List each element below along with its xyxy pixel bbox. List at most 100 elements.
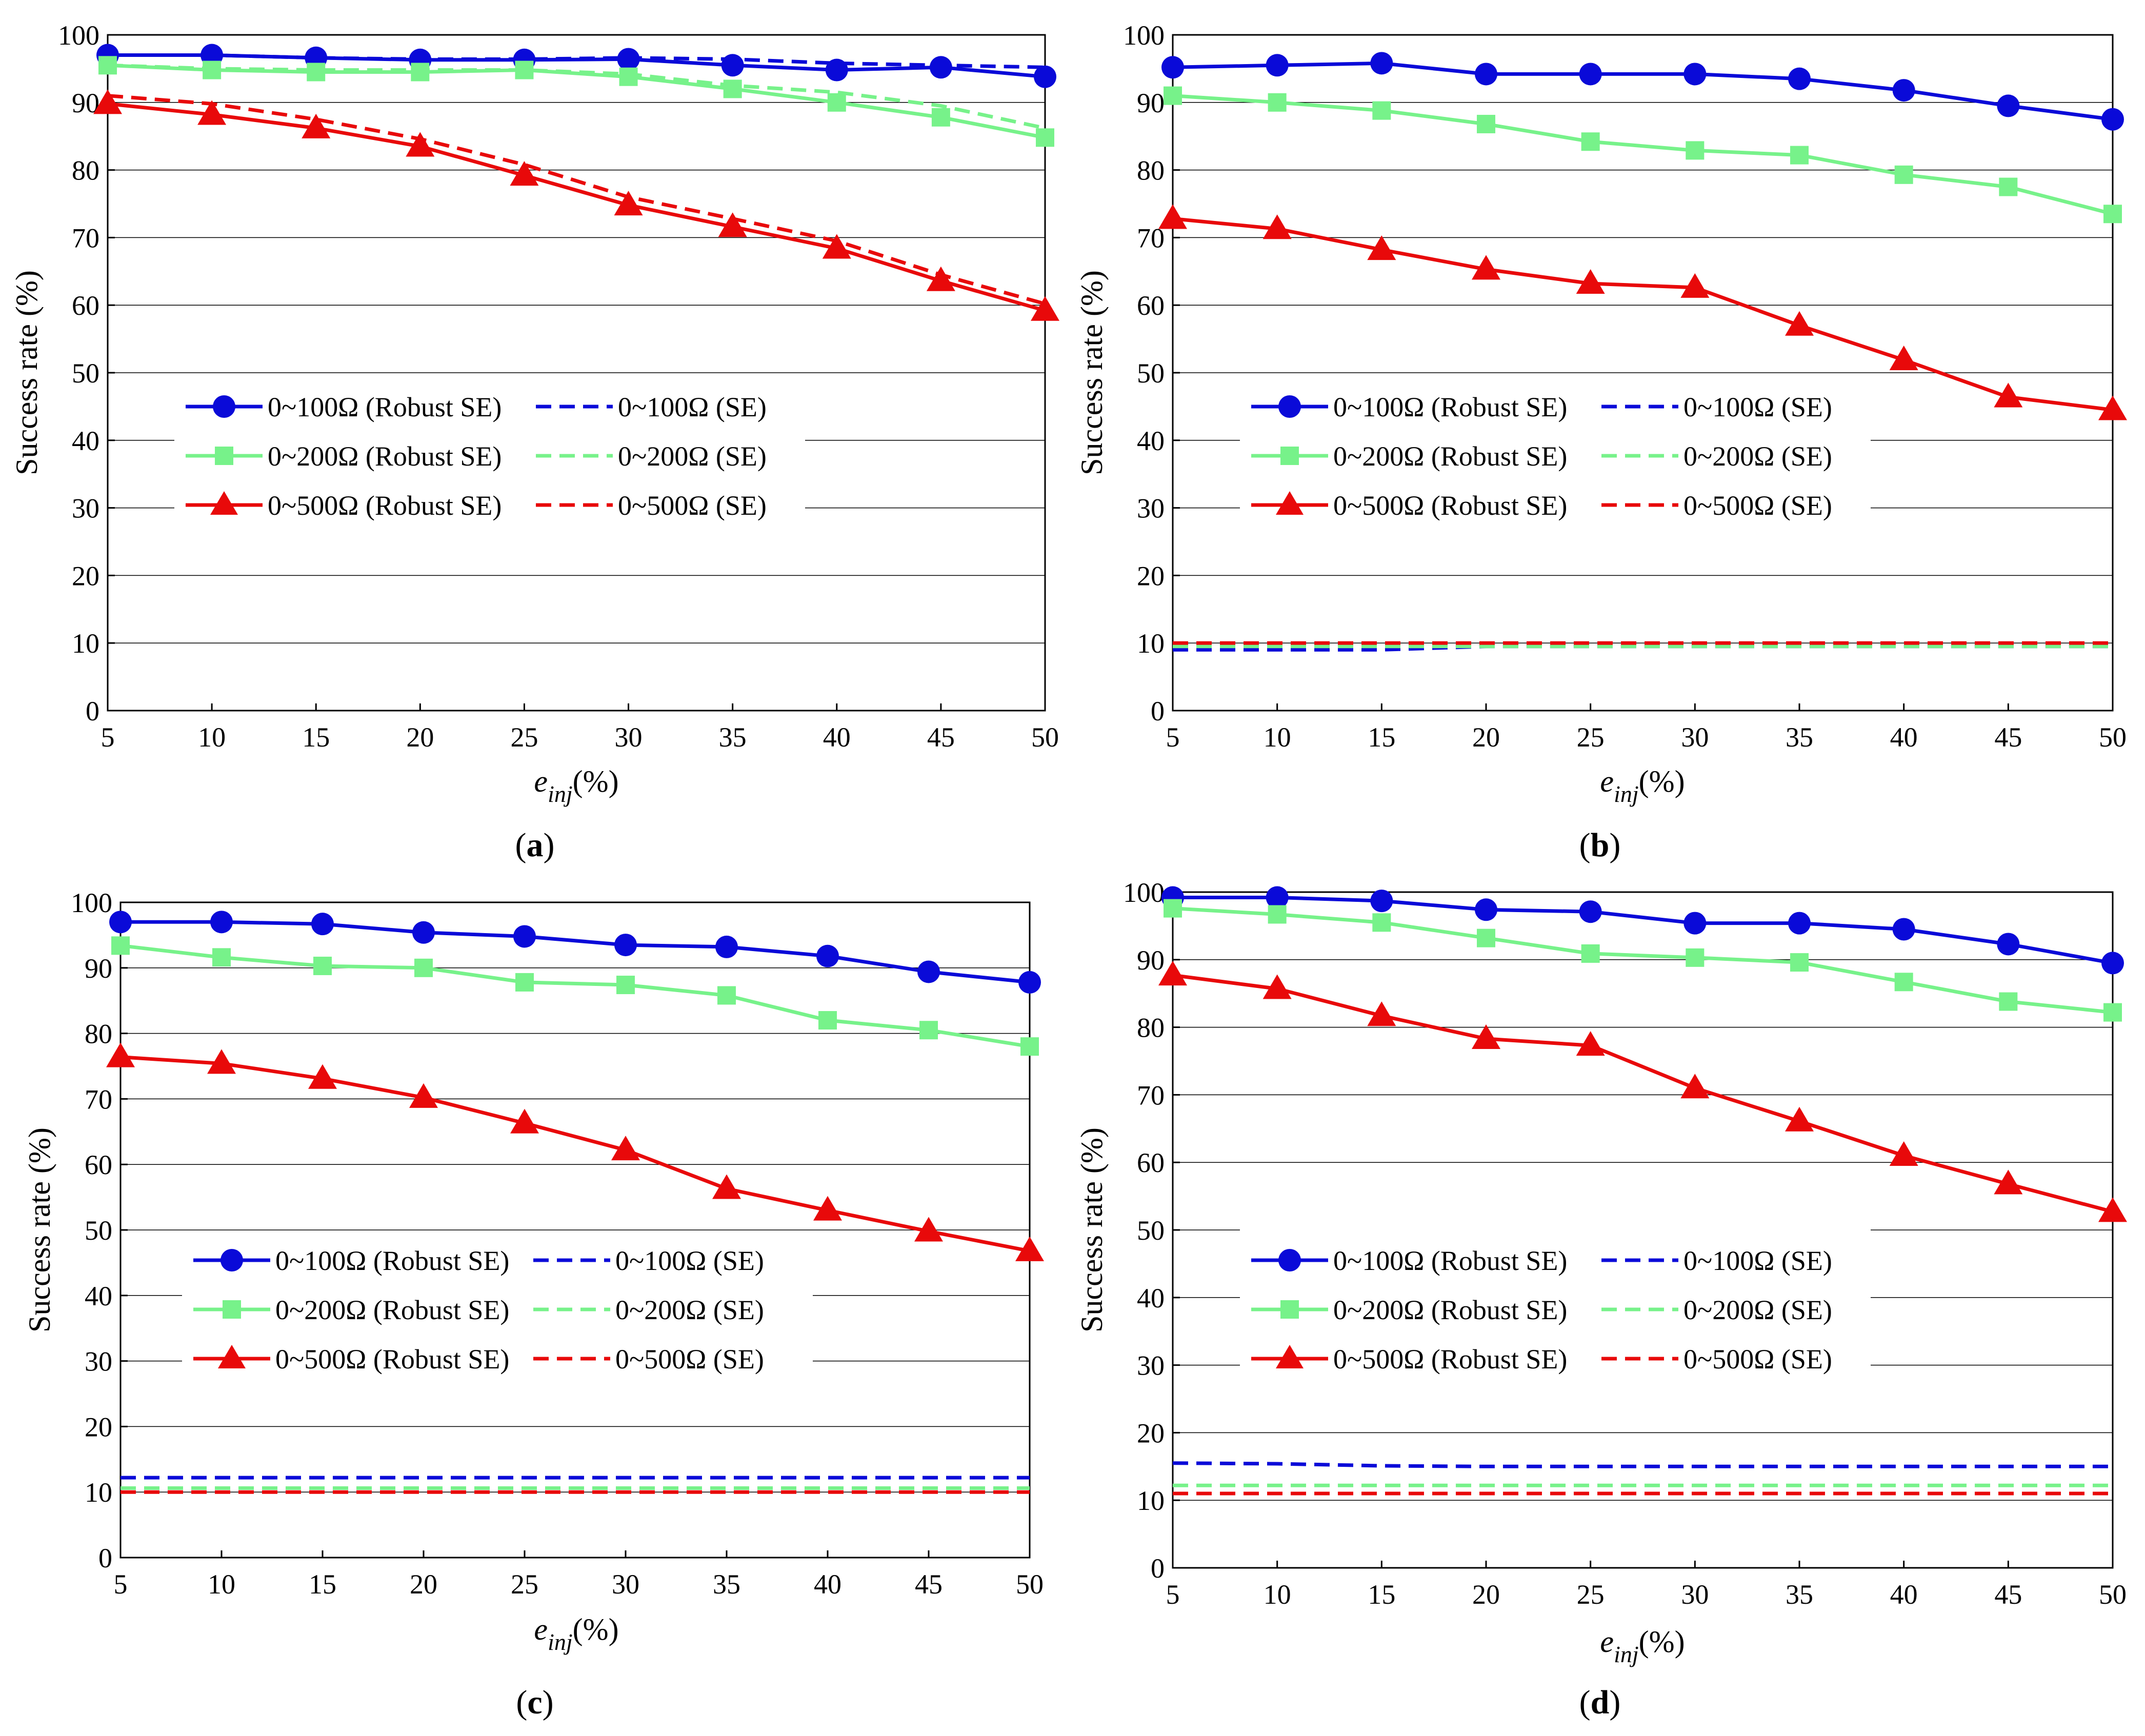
legend-label-robust-200: 0~200Ω (Robust SE) (1333, 1295, 1567, 1325)
data-point (931, 108, 950, 127)
y-tick-label: 100 (58, 20, 99, 51)
data-point (1036, 128, 1054, 147)
data-point (1997, 933, 2020, 956)
x-tick-label: 20 (1472, 722, 1500, 753)
y-tick-label: 10 (1137, 628, 1165, 659)
y-tick-label: 30 (1137, 493, 1165, 524)
data-point (1161, 56, 1184, 79)
x-tick-label: 35 (719, 722, 747, 753)
x-tick-label: 5 (101, 722, 115, 753)
data-point (1576, 269, 1605, 294)
y-axis-label-b: Success rate (%) (1075, 270, 1109, 475)
y-tick-label: 20 (1137, 560, 1165, 591)
data-point (1266, 886, 1289, 909)
data-point (1475, 63, 1497, 86)
legend-label-robust-200: 0~200Ω (Robust SE) (1333, 441, 1567, 472)
y-axis-label-c: Success rate (%) (23, 1127, 56, 1333)
data-point (1680, 273, 1710, 298)
legend-label-se-500: 0~500Ω (SE) (618, 490, 767, 521)
data-point (619, 67, 638, 86)
data-point (414, 958, 433, 977)
data-point (1268, 93, 1287, 112)
data-point (616, 976, 635, 995)
panel-a: 5 10 15 20 25 30 35 40 45 50 01020304050607080901… (10, 20, 1059, 864)
data-point (210, 911, 233, 934)
data-point (207, 1049, 236, 1074)
y-tick-label: 100 (1123, 20, 1165, 51)
data-point (510, 161, 539, 186)
data-point (929, 56, 952, 79)
legend-d: 0~100Ω (Robust SE) 0~100Ω (SE) 0~200Ω (R… (1240, 1229, 1871, 1383)
y-tick-label: 30 (85, 1346, 112, 1377)
x-tick-label: 15 (302, 722, 330, 753)
legend-marker-triangle (1276, 1345, 1304, 1368)
data-point (197, 100, 227, 125)
y-axis-label-a: Success rate (%) (10, 270, 44, 475)
y-tick-label: 50 (85, 1215, 112, 1246)
x-tick-labels-c: 5 10 15 20 25 30 35 40 45 50 (114, 1569, 1044, 1600)
data-point (917, 960, 940, 983)
legend-label-robust-100: 0~100Ω (Robust SE) (275, 1245, 509, 1276)
data-point (825, 58, 848, 82)
data-point (1680, 1074, 1710, 1099)
data-point (109, 911, 132, 934)
y-tick-label: 50 (1137, 1215, 1165, 1246)
legend-a: 0~100Ω (Robust SE) 0~100Ω (SE) 0~200Ω (R… (174, 374, 805, 528)
legend-marker-circle (1278, 1249, 1301, 1271)
legend-label-robust-500: 0~500Ω (Robust SE) (1333, 1344, 1567, 1375)
x-tick-label: 40 (823, 722, 851, 753)
y-tick-labels-d: 0 10 20 30 40 50 60 70 80 90 100 (1123, 877, 1165, 1584)
caption-c: (c) (516, 1684, 553, 1721)
y-tick-label: 60 (85, 1149, 112, 1180)
y-tick-label: 80 (1137, 1013, 1165, 1043)
legend-marker-circle (220, 1249, 243, 1271)
data-point (1031, 296, 1059, 321)
y-tick-label: 100 (1123, 877, 1165, 908)
data-point (1994, 382, 2023, 408)
series-line (107, 94, 1046, 306)
legend-marker-triangle (210, 491, 238, 515)
data-point (1472, 255, 1500, 280)
data-point (1164, 899, 1182, 918)
legend-label-se-500: 0~500Ω (SE) (615, 1344, 764, 1375)
data-point (1018, 971, 1041, 994)
data-point (313, 956, 332, 975)
data-point (1475, 898, 1497, 921)
series-line (1172, 1461, 2113, 1468)
x-tick-label: 35 (713, 1569, 740, 1600)
data-point (827, 93, 846, 112)
y-tick-label: 0 (98, 1543, 112, 1573)
x-tick-label: 20 (406, 722, 434, 753)
y-tick-label: 60 (1137, 290, 1165, 321)
data-point (1372, 101, 1391, 120)
legend-marker-square (223, 1300, 241, 1319)
x-tick-label: 45 (1994, 722, 2022, 753)
legend-marker-triangle (218, 1345, 246, 1368)
x-tick-label: 5 (1166, 722, 1180, 753)
x-tick-label: 50 (1031, 722, 1059, 753)
data-point (1158, 961, 1187, 986)
caption-a: (a) (515, 826, 555, 864)
x-tick-label: 35 (1786, 1579, 1813, 1610)
data-point (1015, 1236, 1044, 1261)
data-point (1576, 1031, 1605, 1056)
x-tick-label: 15 (1368, 1579, 1395, 1610)
legend-label-robust-200: 0~200Ω (Robust SE) (275, 1295, 509, 1325)
legend-marker-circle (1278, 395, 1301, 418)
data-point (614, 191, 643, 216)
y-tick-label: 100 (71, 887, 112, 918)
data-point (822, 234, 851, 259)
data-point (715, 935, 738, 958)
data-point (1367, 1001, 1396, 1026)
x-tick-label: 35 (1786, 722, 1813, 753)
data-point (1034, 65, 1056, 88)
series-c (106, 911, 1044, 1494)
data-point (818, 1011, 837, 1030)
y-tick-labels-c: 0 10 20 30 40 50 60 70 80 90 100 (71, 887, 112, 1573)
data-point (1788, 67, 1811, 90)
legend-label-se-100: 0~100Ω (SE) (1683, 1245, 1832, 1276)
data-point (98, 56, 117, 75)
data-point (515, 60, 534, 79)
x-tick-label: 30 (1681, 1579, 1709, 1610)
